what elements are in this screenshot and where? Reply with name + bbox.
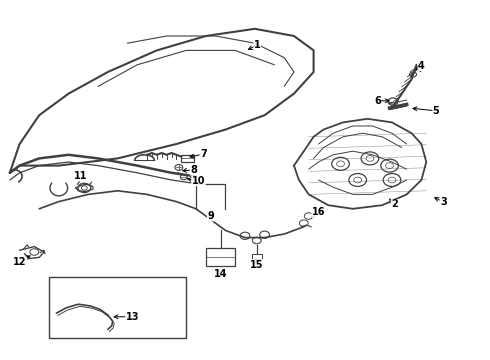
Circle shape [361, 152, 379, 165]
Text: 12: 12 [13, 257, 26, 267]
Bar [252, 254, 262, 259]
Circle shape [332, 157, 349, 170]
Text: 4: 4 [418, 60, 425, 71]
Circle shape [304, 213, 313, 219]
Text: 7: 7 [200, 149, 207, 159]
Text: 5: 5 [433, 106, 440, 116]
Circle shape [299, 220, 308, 226]
Text: 6: 6 [374, 96, 381, 106]
Bar [181, 155, 194, 162]
Text: 16: 16 [312, 207, 325, 217]
Text: 8: 8 [190, 165, 197, 175]
Circle shape [252, 237, 261, 244]
Text: 3: 3 [440, 197, 447, 207]
Circle shape [107, 325, 119, 334]
Bar [49, 277, 186, 338]
Circle shape [175, 165, 183, 170]
Circle shape [260, 231, 270, 238]
Text: 11: 11 [74, 171, 88, 181]
Text: 1: 1 [254, 40, 261, 50]
Circle shape [87, 301, 95, 307]
Circle shape [78, 183, 91, 193]
Circle shape [240, 232, 250, 239]
Circle shape [410, 72, 416, 77]
Text: 9: 9 [207, 211, 214, 221]
Text: 2: 2 [391, 199, 398, 210]
Circle shape [349, 174, 367, 186]
Text: 14: 14 [214, 269, 227, 279]
Circle shape [30, 249, 39, 255]
Bar [206, 248, 235, 266]
Text: 15: 15 [250, 260, 264, 270]
Text: 13: 13 [125, 312, 139, 322]
Circle shape [388, 98, 398, 105]
Circle shape [383, 174, 401, 186]
Text: 10: 10 [192, 176, 205, 186]
Circle shape [180, 175, 187, 180]
Circle shape [381, 159, 398, 172]
